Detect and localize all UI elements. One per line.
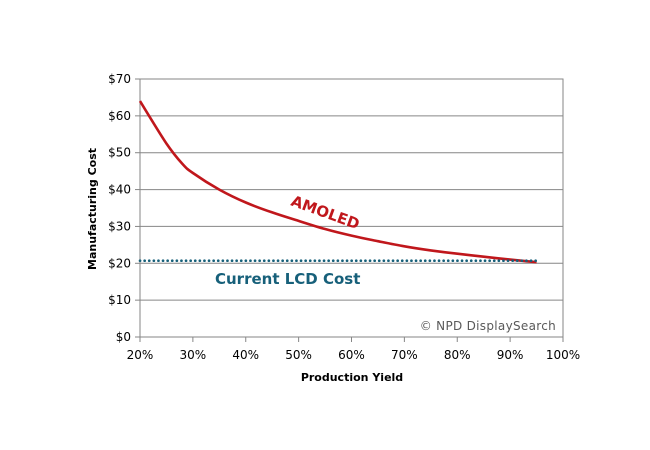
x-axis-title: Production Yield (301, 371, 403, 384)
y-tick-label: $0 (116, 330, 131, 344)
x-tick-label: 50% (285, 348, 312, 362)
y-tick-label: $40 (108, 183, 131, 197)
y-tick-label: $50 (108, 146, 131, 160)
y-tick-label: $60 (108, 109, 131, 123)
y-tick-label: $70 (108, 72, 131, 86)
y-tick-label: $20 (108, 256, 131, 270)
x-tick-label: 100% (546, 348, 580, 362)
y-axis-title: Manufacturing Cost (86, 148, 99, 270)
x-axis-ticks: 20% 30% 40% 50% 60% 70% 80% 90% 100% (127, 337, 580, 362)
y-tick-label: $10 (108, 293, 131, 307)
series-label-amoled: AMOLED (289, 192, 362, 233)
plot-area (139, 78, 564, 338)
series-lines (138, 100, 538, 264)
x-tick-label: 80% (444, 348, 471, 362)
series-label-lcd: Current LCD Cost (215, 270, 360, 288)
x-tick-label: 30% (180, 348, 207, 362)
x-tick-label: 90% (497, 348, 524, 362)
series-line-amoled (138, 100, 537, 264)
y-axis-ticks: $0 $10 $20 $30 $40 $50 $60 $70 (108, 72, 140, 344)
x-tick-label: 60% (338, 348, 365, 362)
x-tick-label: 70% (391, 348, 418, 362)
y-tick-label: $30 (108, 219, 131, 233)
x-tick-label: 20% (127, 348, 154, 362)
copyright-watermark: © NPD DisplaySearch (420, 319, 556, 333)
x-tick-label: 40% (232, 348, 259, 362)
gridlines (140, 78, 563, 301)
